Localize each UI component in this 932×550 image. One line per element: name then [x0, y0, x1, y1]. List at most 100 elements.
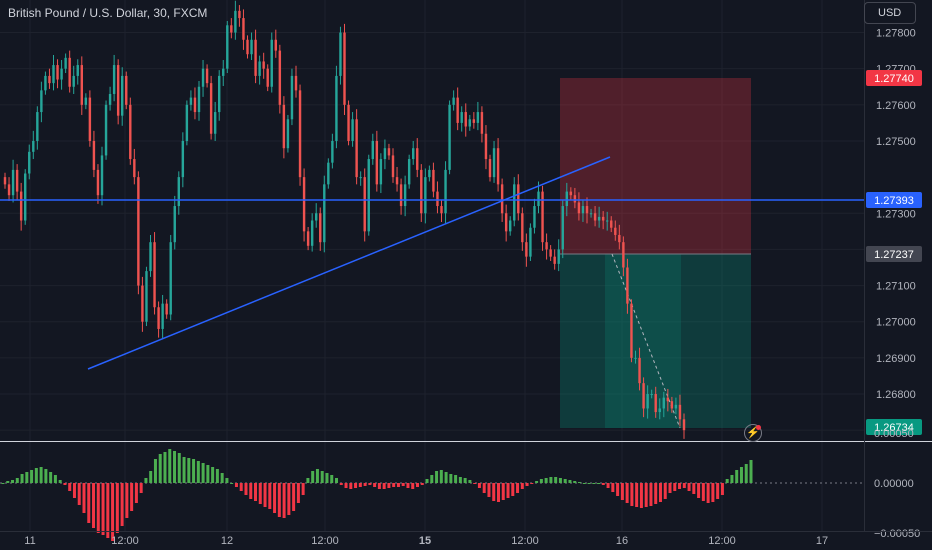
histogram-bar [173, 451, 177, 483]
candle-body [452, 97, 455, 105]
candle-body [577, 202, 581, 214]
candle-body [411, 148, 415, 160]
stop-loss-tag [866, 70, 922, 86]
histogram-bar [387, 483, 391, 488]
candle-body [60, 68, 63, 80]
histogram-bar [101, 483, 105, 535]
candle-body [593, 213, 597, 221]
candle-body [642, 383, 645, 409]
histogram-bar [77, 483, 81, 505]
histogram-bar [549, 477, 553, 483]
histogram-bar [730, 475, 734, 483]
candle-body [355, 119, 358, 178]
candle-body [310, 220, 314, 246]
histogram-bar [654, 483, 658, 504]
histogram-bar [211, 467, 215, 483]
candle-body [654, 394, 657, 413]
histogram-bar [573, 481, 577, 483]
candle-body [529, 227, 532, 257]
symbol-title[interactable]: British Pound / U.S. Dollar, 30, FXCM [8, 6, 208, 20]
candle-body [72, 75, 75, 87]
lightning-bolt-icon[interactable]: ⚡ [744, 424, 762, 442]
candle-body [480, 112, 484, 134]
histogram-bar [277, 483, 281, 517]
time-axis-label: 12:00 [511, 535, 539, 547]
histogram-bar [325, 473, 329, 483]
candle-body [484, 133, 488, 160]
histogram-bar [254, 483, 258, 501]
histogram-bar [468, 480, 472, 483]
candle-body [646, 394, 649, 409]
histogram-bar [544, 478, 548, 483]
candle-body [11, 169, 15, 196]
candle-body [92, 140, 96, 170]
histogram-bar [582, 483, 586, 484]
currency-button[interactable]: USD [864, 2, 916, 24]
time-axis-labels[interactable]: 11 12:00 12 12:00 15 12:00 16 12:00 17 [24, 535, 828, 547]
histogram-bar [401, 483, 405, 486]
histogram-bar [377, 483, 381, 489]
histogram-bar [496, 483, 500, 502]
candle-body [537, 191, 540, 207]
histogram-bar [320, 471, 324, 483]
candle-body [331, 140, 334, 163]
histogram-bar [697, 483, 701, 498]
histogram-bar [382, 483, 386, 489]
candle-body [416, 148, 419, 170]
candle-body [302, 177, 306, 232]
histogram-bar [335, 478, 339, 483]
histogram-bar [635, 483, 639, 507]
candle-body [375, 140, 379, 185]
candle-body [436, 191, 439, 207]
candle-body [424, 177, 427, 214]
histogram-bar [420, 483, 424, 485]
candle-body [149, 242, 152, 272]
price-axis-label: 1.27800 [876, 28, 916, 40]
candle-body [230, 25, 233, 33]
candle-body [468, 119, 472, 127]
histogram-bar [577, 482, 581, 483]
candle-body [630, 303, 633, 358]
candle-body [125, 75, 128, 105]
candle-body [262, 61, 265, 69]
candle-body [306, 231, 310, 246]
candle-body [678, 404, 682, 420]
candle-body [367, 159, 370, 232]
histogram-bar [225, 478, 229, 483]
histogram-bar [411, 483, 415, 489]
histogram-series [1, 449, 753, 541]
histogram-bar [125, 483, 129, 518]
histogram-bar [177, 453, 181, 483]
candle-body [157, 307, 160, 329]
risk-reward-position[interactable] [560, 78, 751, 429]
histogram-bar [373, 483, 377, 487]
histogram-bar [735, 470, 739, 483]
candle-body [379, 159, 383, 185]
candle-body [40, 90, 43, 113]
histogram-bar [120, 483, 124, 526]
take-profit-tag-text: 1.26734 [874, 422, 914, 434]
histogram-bar [234, 483, 238, 487]
time-axis-label: 11 [24, 535, 35, 547]
histogram-bar [187, 458, 191, 483]
time-axis-label: 17 [816, 535, 828, 547]
histogram-bar [258, 483, 262, 504]
candle-body [403, 184, 407, 207]
indicator-axis-labels: 0.00050 0.00000 −0.00050 [874, 428, 920, 540]
candle-body [347, 104, 350, 141]
candle-body [658, 408, 661, 413]
trend-line[interactable] [87, 156, 611, 370]
histogram-bar [511, 483, 515, 496]
histogram-bar [611, 483, 615, 492]
candle-body [565, 191, 569, 207]
candle-body [189, 97, 193, 105]
candle-body [48, 75, 51, 84]
histogram-bar [273, 483, 277, 513]
histogram-bar [87, 483, 91, 523]
histogram-bar [354, 483, 358, 488]
histogram-bar [644, 483, 648, 507]
candlestick-series [3, 0, 686, 439]
histogram-bar [454, 475, 458, 483]
histogram-bar [663, 483, 667, 499]
